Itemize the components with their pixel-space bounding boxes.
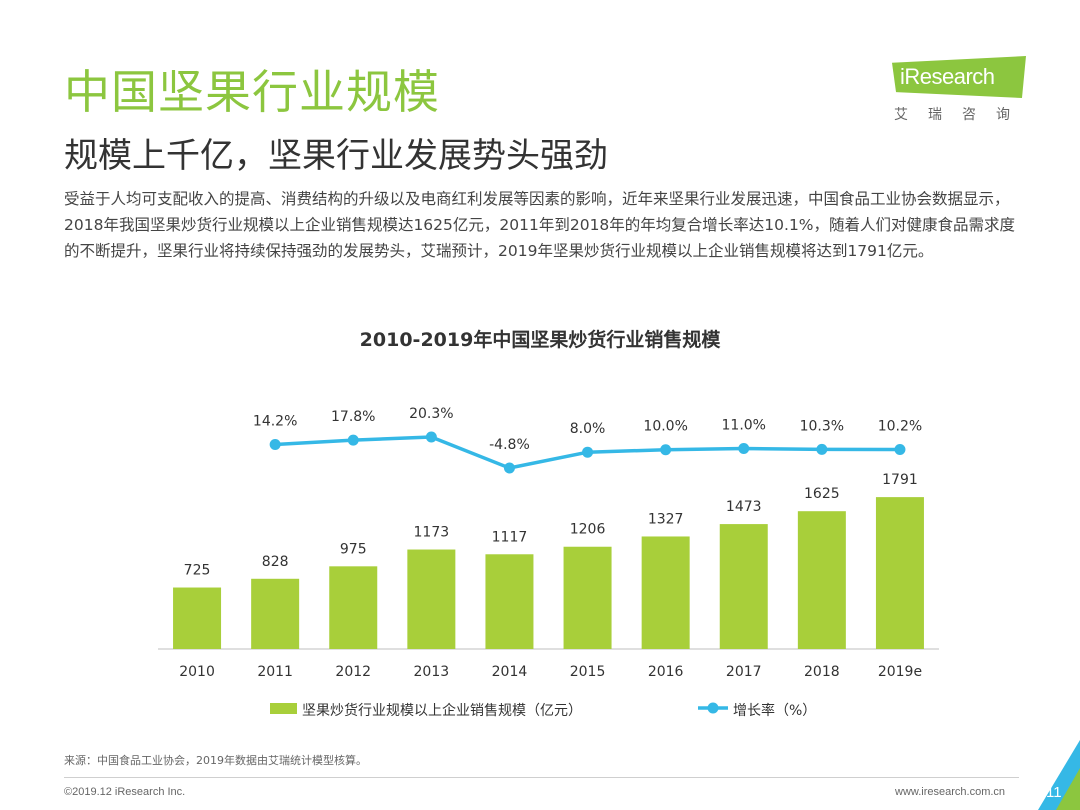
bar-value-label: 725: [184, 563, 211, 579]
growth-point-2014: [503, 462, 515, 474]
website-link[interactable]: www.iresearch.com.cn: [895, 786, 1006, 798]
x-tick-label: 2015: [570, 664, 606, 680]
bar-value-label: 1327: [648, 511, 684, 527]
page-title: 中国坚果行业规模: [64, 65, 440, 119]
bar-2017: [719, 524, 768, 649]
bar-value-label: 1625: [804, 486, 840, 502]
logo-tag-shape: [892, 56, 1026, 98]
logo-brand-text: iResearch: [900, 64, 995, 89]
chart-title: 2010-2019年中国坚果炒货行业销售规模: [359, 329, 721, 351]
logo-chinese-text: 艾瑞咨询: [894, 107, 1030, 123]
intro-paragraph: 受益于人均可支配收入的提高、消费结构的升级以及电商红利发展等因素的影响，近年来坚…: [64, 190, 1016, 260]
bar-2010: [173, 587, 222, 649]
legend-line-label: 增长率（%）: [733, 702, 816, 719]
bar-value-label: 1173: [414, 525, 450, 541]
x-tick-label: 2014: [492, 664, 528, 680]
growth-value-label: 10.3%: [800, 418, 844, 434]
bar-value-label: 1206: [570, 522, 606, 538]
growth-point-2016: [660, 444, 672, 456]
x-tick-label: 2010: [179, 664, 215, 680]
bar-2018: [797, 511, 846, 649]
growth-point-2011: [269, 439, 281, 451]
legend-bar-label: 坚果炒货行业规模以上企业销售规模（亿元）: [302, 702, 582, 719]
growth-value-label: 17.8%: [331, 409, 375, 425]
bar-2011: [251, 578, 300, 649]
growth-value-label: 8.0%: [570, 421, 606, 437]
bar-value-label: 1117: [492, 529, 528, 545]
growth-point-2015: [582, 446, 594, 458]
bar-2014: [485, 554, 534, 649]
growth-point-2019e: [894, 443, 906, 455]
copyright-text: ©2019.12 iResearch Inc.: [64, 786, 186, 798]
bar-2015: [563, 546, 612, 649]
growth-point-2012: [347, 434, 359, 446]
x-tick-label: 2013: [414, 664, 450, 680]
bar-2019e: [875, 497, 924, 649]
bar-value-label: 828: [262, 554, 289, 570]
page-subtitle: 规模上千亿，坚果行业发展势头强劲: [64, 136, 608, 176]
x-tick-label: 2012: [335, 664, 371, 680]
footer-divider: [64, 777, 1019, 778]
corner-decoration: [1038, 740, 1080, 810]
x-tick-label: 2017: [726, 664, 762, 680]
growth-value-label: 20.3%: [409, 406, 453, 422]
source-note: 来源：中国食品工业协会，2019年数据由艾瑞统计模型核算。: [64, 754, 367, 767]
x-tick-label: 2016: [648, 664, 684, 680]
page-number: 11: [1046, 784, 1062, 801]
sales-chart: 725 2010 828 2011 975 2012 1173 2013 1117 2014 120…: [158, 406, 939, 719]
bar-2012: [329, 566, 378, 649]
bar-value-label: 1791: [882, 472, 918, 488]
growth-point-2013: [425, 431, 437, 443]
legend-line-marker: [707, 702, 719, 714]
bar-2013: [407, 549, 456, 649]
growth-point-2018: [816, 443, 828, 455]
bar-2016: [641, 536, 690, 649]
x-tick-label: 2019e: [878, 664, 922, 680]
growth-point-2017: [738, 442, 750, 454]
x-tick-label: 2018: [804, 664, 840, 680]
growth-value-label: -4.8%: [489, 437, 530, 453]
legend-bar-swatch: [270, 703, 297, 714]
growth-value-label: 14.2%: [253, 414, 297, 430]
bar-value-label: 975: [340, 541, 367, 557]
bar-value-label: 1473: [726, 499, 762, 515]
growth-value-label: 10.0%: [643, 419, 687, 435]
growth-value-label: 11.0%: [722, 417, 766, 433]
x-tick-label: 2011: [257, 664, 293, 680]
iresearch-logo: iResearch 艾瑞咨询: [892, 56, 1032, 126]
growth-value-label: 10.2%: [878, 418, 922, 434]
